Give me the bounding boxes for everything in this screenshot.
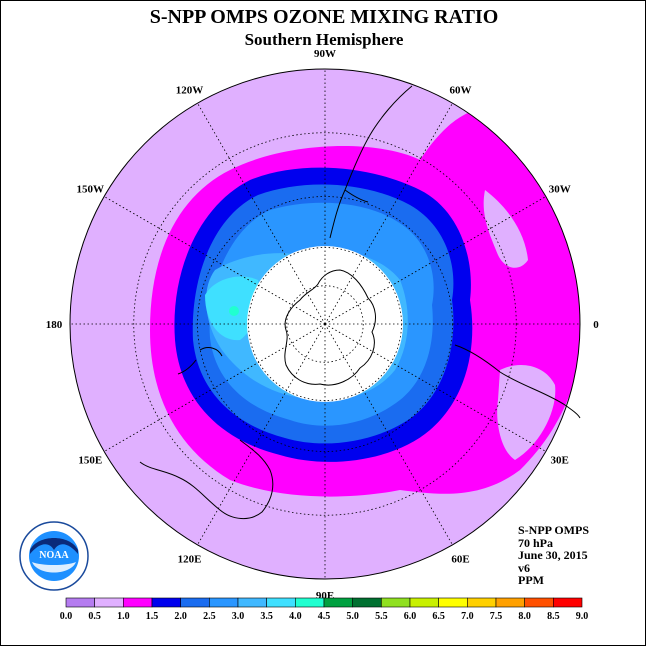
meridian-line <box>197 102 326 325</box>
colorbar-swatch <box>553 597 583 608</box>
colorbar-swatch <box>295 597 325 608</box>
meridian-line <box>197 323 326 546</box>
colorbar-label: 3.5 <box>260 611 273 622</box>
colorbar-label: 1.0 <box>117 611 130 622</box>
colorbar-swatch <box>237 597 267 608</box>
colorbar-label: 5.0 <box>346 611 359 622</box>
info-block: S-NPP OMPS 70 hPa June 30, 2015 v6 PPM <box>518 524 589 587</box>
longitude-label: 120E <box>178 554 202 566</box>
meridian-line <box>103 196 326 325</box>
meridian-line <box>103 323 326 452</box>
antarctica-coastline <box>284 269 376 386</box>
noaa-logo-icon: NOAA <box>19 521 89 591</box>
info-date: June 30, 2015 <box>518 548 588 562</box>
longitude-label: 60E <box>451 554 469 566</box>
colorbar-label: 3.0 <box>232 611 245 622</box>
colorbar-label: 6.0 <box>404 611 417 622</box>
page-title: S-NPP OMPS OZONE MIXING RATIO <box>149 6 499 28</box>
colorbar-swatch <box>123 597 153 608</box>
colorbar-swatch <box>266 597 296 608</box>
longitude-label: 180 <box>46 319 63 331</box>
meridian-line <box>324 323 547 452</box>
longitude-label: 120W <box>176 84 204 96</box>
colorbar-swatch <box>495 597 525 608</box>
longitude-label: 30W <box>549 184 571 196</box>
colorbar-label: 6.5 <box>432 611 445 622</box>
colorbar-label: 7.5 <box>490 611 503 622</box>
parallel-circle <box>197 196 453 452</box>
meridian-line <box>324 102 453 325</box>
colorbar-swatch <box>409 597 439 608</box>
colorbar-swatch <box>467 597 497 608</box>
meridian-line <box>324 196 547 325</box>
new-zealand-coastline <box>177 347 223 375</box>
colorbar-label: 1.5 <box>146 611 159 622</box>
longitude-label: 150W <box>77 184 105 196</box>
colorbar-swatch <box>65 597 95 608</box>
info-level: 70 hPa <box>518 535 554 550</box>
colorbar-swatch <box>180 597 210 608</box>
level-0.5-inlet <box>497 365 556 460</box>
parallel-circle <box>248 247 402 401</box>
level-4.0 <box>229 306 239 316</box>
noaa-logo-text: NOAA <box>39 550 69 561</box>
colorbar-swatch <box>323 597 353 608</box>
south-america-coastline <box>329 85 413 239</box>
longitude-label: 90W <box>314 48 336 60</box>
colorbar-swatch <box>151 597 181 608</box>
colorbar-label: 4.0 <box>289 611 302 622</box>
longitude-label: 0 <box>593 319 599 331</box>
graticule <box>70 69 580 579</box>
page-subtitle: Southern Hemisphere <box>244 30 404 49</box>
colorbar-swatch <box>94 597 124 608</box>
colorbar-swatch <box>381 597 411 608</box>
colorbar-label: 8.5 <box>547 611 560 622</box>
colorbar-swatch <box>524 597 554 608</box>
australia-coastline <box>139 439 274 519</box>
colorbar-label: 0.5 <box>88 611 101 622</box>
colorbar-label: 2.5 <box>203 611 216 622</box>
longitude-label: 150E <box>78 455 102 467</box>
map-boundary <box>69 68 581 580</box>
longitude-label: 60W <box>450 84 472 96</box>
info-units: PPM <box>518 573 544 587</box>
colorbar-label: 9.0 <box>576 611 589 622</box>
parallel-circle <box>286 285 364 363</box>
colorbar-swatch <box>209 597 239 608</box>
africa-coastline <box>454 344 581 419</box>
longitude-label: 30E <box>551 455 569 467</box>
colorbar-label: 8.0 <box>518 611 531 622</box>
colorbar-label: 7.0 <box>461 611 474 622</box>
parallel-circle <box>133 132 517 516</box>
colorbar-label: 0.0 <box>60 611 73 622</box>
info-version: v6 <box>518 560 530 575</box>
info-instrument: S-NPP OMPS <box>518 523 589 537</box>
colorbar-swatch <box>438 597 468 608</box>
colorbar-label: 2.0 <box>174 611 187 622</box>
colorbar-label: 5.5 <box>375 611 388 622</box>
colorbar-swatch <box>352 597 382 608</box>
level-0.5-inlet <box>483 190 528 268</box>
meridian-line <box>324 323 453 546</box>
colorbar-label: 4.5 <box>318 611 331 622</box>
colorbar: 0.0 0.5 1.0 1.5 2.0 2.5 3.0 3.5 4.0 4.5 5.0 5.5 6.0 6… <box>60 597 589 622</box>
